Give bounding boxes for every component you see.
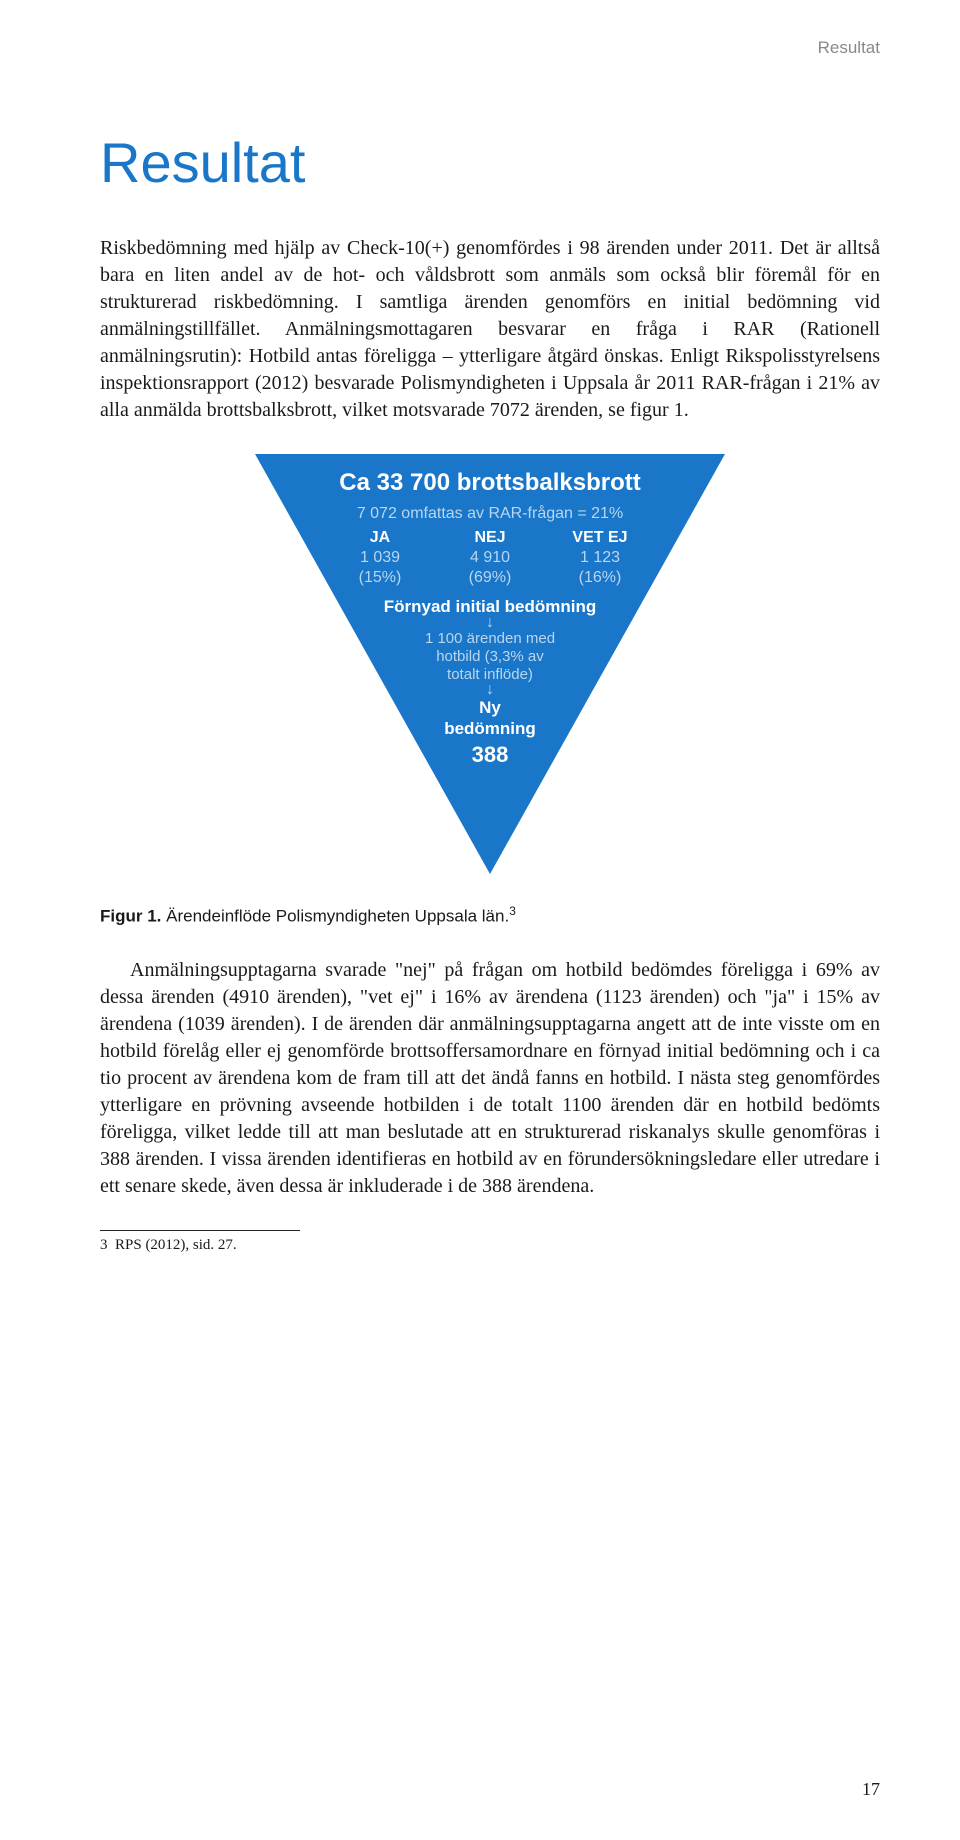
funnel-triangle-figure: Ca 33 700 brottsbalksbrott 7 072 omfatta…: [255, 454, 725, 874]
figure-caption-rest: Ärendeinflöde Polismyndigheten Uppsala l…: [161, 907, 509, 926]
stage2-detail-l2: hotbild (3,3% av: [255, 648, 725, 666]
pct-nej: (69%): [455, 568, 525, 588]
pct-ja: (15%): [345, 568, 415, 588]
count-ja: 1 039: [345, 548, 415, 568]
footnote-text: RPS (2012), sid. 27.: [115, 1237, 237, 1253]
arrow-down-icon: ↓: [255, 684, 725, 697]
triangle-col-headers: JA NEJ VET EJ: [255, 528, 725, 548]
col-nej: NEJ: [455, 528, 525, 548]
triangle-subtitle: 7 072 omfattas av RAR-frågan = 21%: [255, 504, 725, 524]
footnote: 3 RPS (2012), sid. 27.: [100, 1237, 880, 1254]
col-ja: JA: [345, 528, 415, 548]
paragraph-2: Anmälningsupptagarna svarade "nej" på fr…: [100, 957, 880, 1200]
stage3-label-l1: Ny: [255, 697, 725, 718]
section-title: Resultat: [100, 130, 880, 195]
count-nej: 4 910: [455, 548, 525, 568]
stage3-label-l2: bedömning: [255, 718, 725, 739]
figure-caption-bold: Figur 1.: [100, 907, 161, 926]
stage2-detail-l1: 1 100 ärenden med: [255, 630, 725, 648]
figure-caption-sup: 3: [509, 904, 516, 918]
pct-vetej: (16%): [565, 568, 635, 588]
header-section-label: Resultat: [818, 38, 880, 58]
arrow-down-icon: ↓: [255, 617, 725, 630]
paragraph-1: Riskbedömning med hjälp av Check-10(+) g…: [100, 235, 880, 424]
final-number: 388: [255, 741, 725, 769]
page-number: 17: [862, 1779, 880, 1800]
triangle-title: Ca 33 700 brottsbalksbrott: [255, 468, 725, 498]
triangle-content: Ca 33 700 brottsbalksbrott 7 072 omfatta…: [255, 454, 725, 769]
triangle-row-counts: 1 039 4 910 1 123: [255, 548, 725, 568]
col-vetej: VET EJ: [565, 528, 635, 548]
triangle-row-percents: (15%) (69%) (16%): [255, 568, 725, 588]
footnote-num: 3: [100, 1237, 108, 1253]
count-vetej: 1 123: [565, 548, 635, 568]
footnote-rule: [100, 1230, 300, 1231]
figure-caption: Figur 1. Ärendeinflöde Polismyndigheten …: [100, 904, 880, 927]
